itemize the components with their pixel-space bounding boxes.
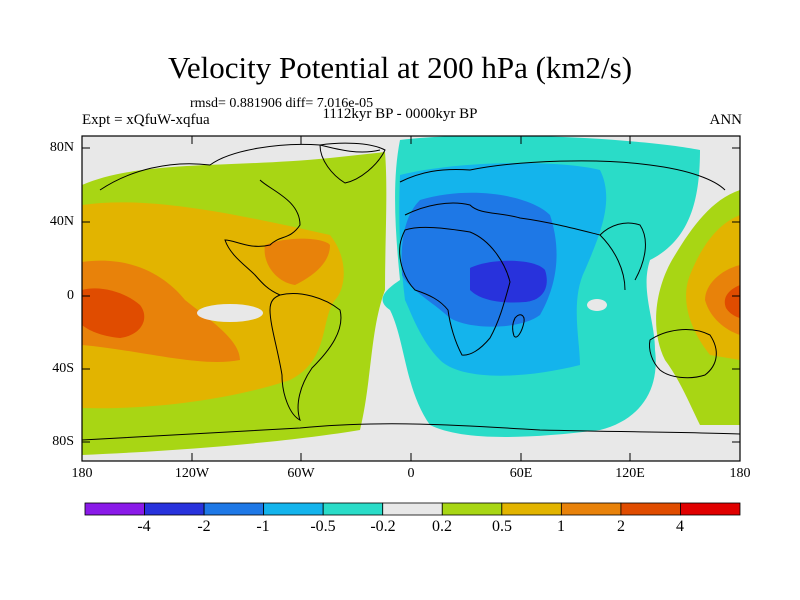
coastlines [82,142,740,441]
colorbar-swatch [620,502,681,516]
colorbar-label: -2 [197,518,211,535]
coast-africa [399,226,511,356]
lon-tick-label: 120E [615,466,645,481]
positive-region-east-1 [705,265,740,335]
coast-north-america [99,143,381,296]
plot-title: Velocity Potential at 200 hPa (km2/s) [167,50,633,85]
colorbar-label: 2 [617,518,625,535]
experiment-label: Expt = xQfuW-xqfua [82,112,210,128]
coast-antarctica [82,423,740,441]
colorbar-label: 4 [676,518,684,535]
lat-tick-label: 40N [49,214,74,229]
negative-region-2 [470,260,547,303]
positive-region-1b [264,238,330,285]
lon-tick-label: 180 [71,466,93,481]
colorbar-swatch [560,502,622,516]
lat-tick-label: 0 [67,288,74,303]
colorbar-label: 1 [557,518,565,535]
lon-tick-label: 180 [729,466,751,481]
colorbar-swatch [322,502,384,516]
colorbar-label: 0.2 [432,518,452,535]
colorbar-swatch [501,502,562,516]
coast-greenland [319,142,386,184]
coast-australia [649,329,717,379]
period-line: 1112kyr BP - 0000kyr BP [322,106,478,122]
colorbar [84,502,741,516]
colorbar-swatch [263,502,324,516]
stats-line: rmsd= 0.881906 diff= 7.016e-05 [190,96,374,111]
colorbar-label: -1 [256,518,270,535]
colorbar-swatch [441,502,503,516]
colorbar-swatch [144,502,205,516]
lat-tick-label: 40S [52,361,74,376]
neutral-patch-indian [587,299,607,311]
colorbar-swatch [680,502,741,516]
colorbar-swatch [84,502,145,516]
colorbar-swatch [382,502,443,516]
coast-europe-asia [399,160,726,291]
axis-ticks [82,136,740,461]
lon-tick-label: 0 [407,466,415,481]
colorbar-label: -4 [137,518,151,535]
colorbar-swatch [203,502,265,516]
coast-madagascar [512,314,525,338]
lon-tick-label: 120W [174,466,210,481]
colorbar-label: 0.5 [492,518,512,535]
positive-region-2 [82,288,145,338]
colorbar-label: -0.5 [310,518,336,535]
lat-tick-label: 80S [52,434,74,449]
coast-south-america [269,292,342,421]
map-field [82,136,740,461]
lat-tick-label: 80N [49,140,74,155]
season-label: ANN [709,112,743,128]
lon-tick-label: 60E [509,466,533,481]
positive-region-east-2 [724,285,740,318]
neutral-patch [197,304,263,322]
lon-tick-label: 60W [287,466,315,481]
colorbar-label: -0.2 [370,518,396,535]
